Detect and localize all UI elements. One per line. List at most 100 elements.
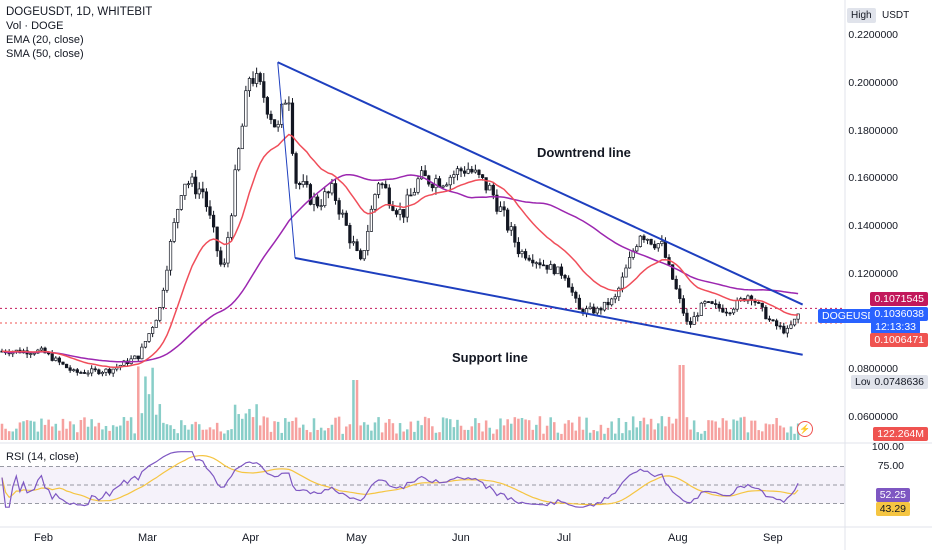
volume-bar: [434, 432, 438, 440]
candle-body: [140, 346, 144, 360]
candle-body: [54, 357, 58, 361]
candle-body: [93, 368, 97, 371]
volume-bar: [674, 418, 678, 440]
volume-bar: [689, 429, 692, 440]
volume-bar: [782, 427, 786, 440]
candle-body: [731, 308, 736, 314]
candle-body: [412, 191, 417, 196]
volume-bar: [484, 420, 488, 440]
candle-body: [724, 311, 729, 314]
candle-body: [394, 210, 399, 215]
downtrend-label: Downtrend line: [537, 145, 631, 160]
price-tick-label: 0.1800000: [848, 124, 898, 137]
candle-body: [47, 352, 51, 355]
candle-body: [265, 97, 269, 115]
volume-bar: [108, 430, 111, 440]
volume-bar: [362, 422, 366, 440]
candle-body: [606, 301, 610, 306]
candle-body: [366, 231, 370, 251]
volume-bar: [664, 426, 667, 440]
downtrend-line: [277, 61, 804, 306]
volume-bar: [563, 423, 567, 440]
volume-bar: [54, 423, 58, 440]
candle-body: [653, 243, 657, 249]
candle-body: [57, 357, 61, 363]
volume-bar: [215, 422, 219, 440]
support-label: Support line: [452, 350, 528, 365]
candle-body: [359, 250, 363, 260]
month-label: Mar: [138, 532, 157, 544]
candle-body: [416, 178, 420, 193]
volume-bar: [330, 424, 334, 440]
candle-body: [32, 352, 36, 355]
volume-bar: [323, 430, 327, 440]
volume-bar: [294, 417, 298, 440]
volume-bar: [119, 425, 122, 440]
volume-bar: [104, 425, 108, 440]
candle-body: [534, 262, 538, 265]
volume-bar: [735, 420, 739, 440]
candle-body: [448, 176, 452, 186]
candle-body: [685, 312, 689, 322]
volume-bar: [420, 425, 423, 440]
candle-body: [678, 288, 682, 299]
volume-bar: [517, 418, 520, 440]
alert-lightning-icon[interactable]: ⚡: [797, 421, 813, 437]
candle-body: [194, 176, 198, 195]
candle-body: [208, 206, 212, 216]
volume-bar: [610, 421, 613, 440]
symbol-tag: DOGEUSDT: [818, 309, 886, 323]
volume-bar: [176, 433, 179, 440]
volume-bar: [219, 431, 223, 440]
volume-bar: [793, 433, 796, 440]
volume-bar: [660, 416, 664, 440]
candle-body: [312, 196, 316, 205]
candle-body: [211, 214, 216, 228]
candle-body: [384, 183, 388, 189]
candle-body: [215, 226, 219, 252]
candle-body: [796, 313, 800, 320]
candle-body: [298, 183, 302, 186]
volume-bar: [11, 431, 15, 440]
volume-bar: [696, 432, 699, 440]
candle-body: [251, 78, 255, 84]
candle-body: [541, 264, 546, 267]
volume-bar: [657, 423, 660, 440]
candle-body: [287, 102, 291, 105]
volume-bar: [129, 417, 133, 440]
candle-body: [72, 369, 76, 372]
ema-line: [1, 133, 799, 368]
candle-body: [775, 320, 779, 327]
candle-body: [165, 269, 169, 291]
sma-legend: SMA (50, close): [6, 48, 84, 60]
volume-bar: [287, 421, 291, 440]
candle-body: [502, 206, 506, 211]
candle-body: [276, 124, 280, 128]
candle-body: [567, 277, 571, 288]
volume-bar: [251, 417, 255, 440]
candle-body: [531, 259, 535, 264]
volume-bar: [567, 420, 570, 440]
volume-bar: [585, 417, 588, 440]
candle-body: [107, 368, 112, 374]
candle-body: [362, 250, 366, 260]
volume-legend: Vol · DOGE: [6, 20, 64, 32]
volume-bar: [262, 416, 266, 440]
candle-body: [592, 306, 596, 314]
candle-body: [513, 226, 517, 243]
volume-bar: [778, 425, 782, 440]
rsi-legend: RSI (14, close): [6, 451, 79, 463]
volume-bar: [126, 420, 129, 440]
volume-bar: [671, 423, 674, 440]
candle-body: [229, 215, 234, 238]
volume-bar: [29, 420, 32, 440]
rsi-line: [1, 451, 799, 508]
currency-label[interactable]: USDT: [882, 10, 910, 21]
candle-body: [111, 368, 115, 374]
volume-bar: [298, 427, 301, 440]
candle-body: [473, 169, 477, 173]
candle-body: [68, 367, 72, 371]
support-line: [294, 257, 803, 356]
high-button[interactable]: High: [847, 8, 876, 23]
